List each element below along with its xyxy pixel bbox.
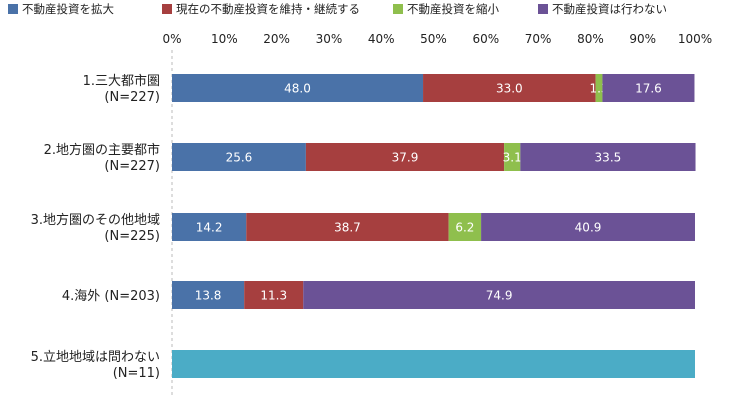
bar-segment [244,281,304,309]
x-tick-label: 50% [420,32,447,46]
legend-swatch [8,4,18,14]
data-label: 37.9 [392,151,419,165]
bar-segment [602,74,695,102]
data-label: 6.2 [455,221,474,235]
bar-segment [246,213,449,241]
category-label: 1.三大都市圏 [83,73,160,89]
bar-segment [481,213,695,241]
bar-segment [448,213,482,241]
bar-segment [172,281,245,309]
x-tick-label: 0% [162,32,181,46]
category-label: (N=225) [104,229,160,244]
data-label: 25.6 [226,151,253,165]
x-tick-label: 20% [263,32,290,46]
data-label: 40.9 [575,221,602,235]
data-label: 33.0 [496,82,523,96]
bar-segment [595,74,603,102]
category-label: 4.海外 (N=203) [62,289,160,304]
category-label: (N=11) [113,366,160,381]
x-tick-label: 10% [211,32,238,46]
x-tick-label: 90% [629,32,656,46]
bar-segment [172,74,424,102]
data-label: 14.2 [196,221,223,235]
legend-label: 不動産投資を縮小 [407,2,499,16]
x-tick-label: 40% [368,32,395,46]
x-tick-label: 70% [525,32,552,46]
bar-segment [172,350,695,378]
data-label: 74.9 [486,289,513,303]
bar-segment [172,213,247,241]
legend-label: 不動産投資を拡大 [22,2,114,16]
bar-segment [303,281,695,309]
data-label: 38.7 [334,221,361,235]
bar-segment [172,143,306,171]
category-label: 2.地方圏の主要都市 [44,142,160,158]
x-tick-label: 30% [316,32,343,46]
legend-swatch [538,4,548,14]
legend-swatch [162,4,172,14]
legend-swatch [393,4,403,14]
bar-segment [520,143,696,171]
legend-label: 不動産投資は行わない [552,2,667,16]
data-label: 11.3 [260,289,287,303]
data-label: 3.1 [503,151,522,165]
data-label: 33.5 [595,151,622,165]
x-tick-label: 100% [678,32,712,46]
category-label: (N=227) [104,90,160,105]
legend-label: 現在の不動産投資を維持・継続する [176,2,360,16]
bar-segment [504,143,521,171]
bar-segment [423,74,596,102]
data-label: 17.6 [635,82,662,96]
category-label: (N=227) [104,159,160,174]
category-label: 3.地方圏のその他地域 [31,212,160,228]
data-label: 13.8 [195,289,222,303]
bar-segment [305,143,505,171]
data-label: 48.0 [284,82,311,96]
x-tick-label: 60% [472,32,499,46]
category-label: 5.立地地域は問わない [31,350,160,365]
x-tick-label: 80% [577,32,604,46]
